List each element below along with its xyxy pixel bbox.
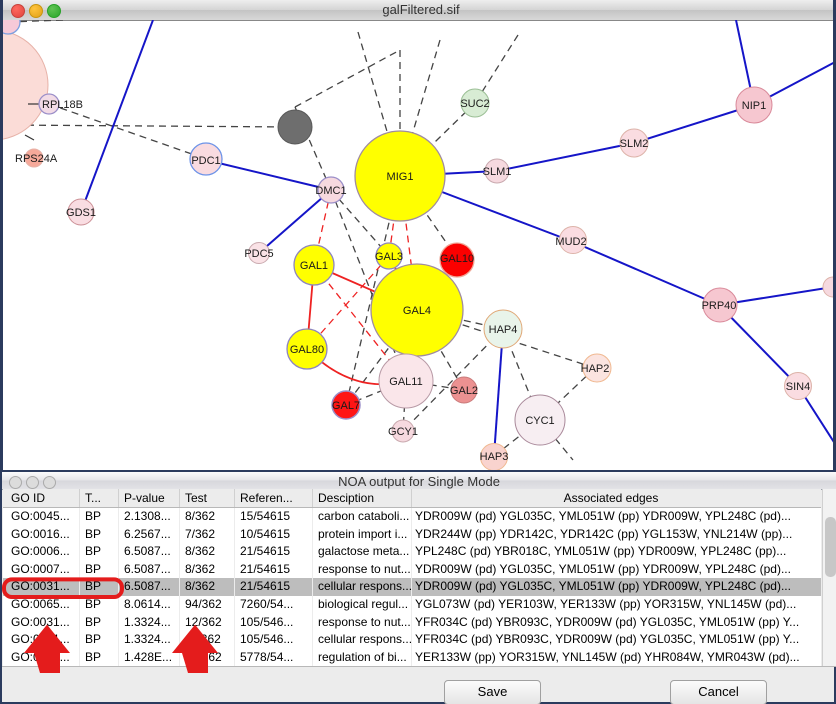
svg-text:GAL80: GAL80 bbox=[290, 344, 324, 356]
svg-text:MUD2: MUD2 bbox=[555, 236, 586, 248]
svg-text:GAL3: GAL3 bbox=[375, 251, 403, 263]
svg-text:NIP1: NIP1 bbox=[742, 100, 766, 112]
svg-text:GAL7: GAL7 bbox=[332, 400, 360, 412]
svg-text:SLM2: SLM2 bbox=[620, 138, 649, 150]
svg-text:GAL11: GAL11 bbox=[389, 376, 422, 388]
svg-text:HAP2: HAP2 bbox=[581, 363, 610, 375]
svg-text:PRP40: PRP40 bbox=[702, 300, 737, 312]
svg-text:SIN4: SIN4 bbox=[786, 381, 810, 393]
svg-text:DMC1: DMC1 bbox=[315, 185, 346, 197]
svg-text:RPL18B: RPL18B bbox=[42, 99, 83, 111]
svg-text:GAL10: GAL10 bbox=[440, 253, 474, 265]
svg-text:PDC5: PDC5 bbox=[244, 248, 273, 260]
svg-text:HAP4: HAP4 bbox=[489, 324, 518, 336]
svg-text:GDS1: GDS1 bbox=[66, 207, 96, 219]
svg-text:HAP3: HAP3 bbox=[480, 451, 509, 463]
svg-text:PDC1: PDC1 bbox=[191, 155, 220, 167]
svg-text:GAL1: GAL1 bbox=[300, 260, 328, 272]
svg-text:CYC1: CYC1 bbox=[525, 415, 554, 427]
svg-text:RPS24A: RPS24A bbox=[15, 153, 58, 165]
svg-text:GAL2: GAL2 bbox=[450, 385, 478, 397]
svg-text:MIG1: MIG1 bbox=[387, 171, 414, 183]
svg-text:SLM1: SLM1 bbox=[483, 166, 512, 178]
svg-text:GAL4: GAL4 bbox=[403, 305, 431, 317]
svg-text:GCY1: GCY1 bbox=[388, 426, 418, 438]
svg-text:SUC2: SUC2 bbox=[460, 98, 489, 110]
